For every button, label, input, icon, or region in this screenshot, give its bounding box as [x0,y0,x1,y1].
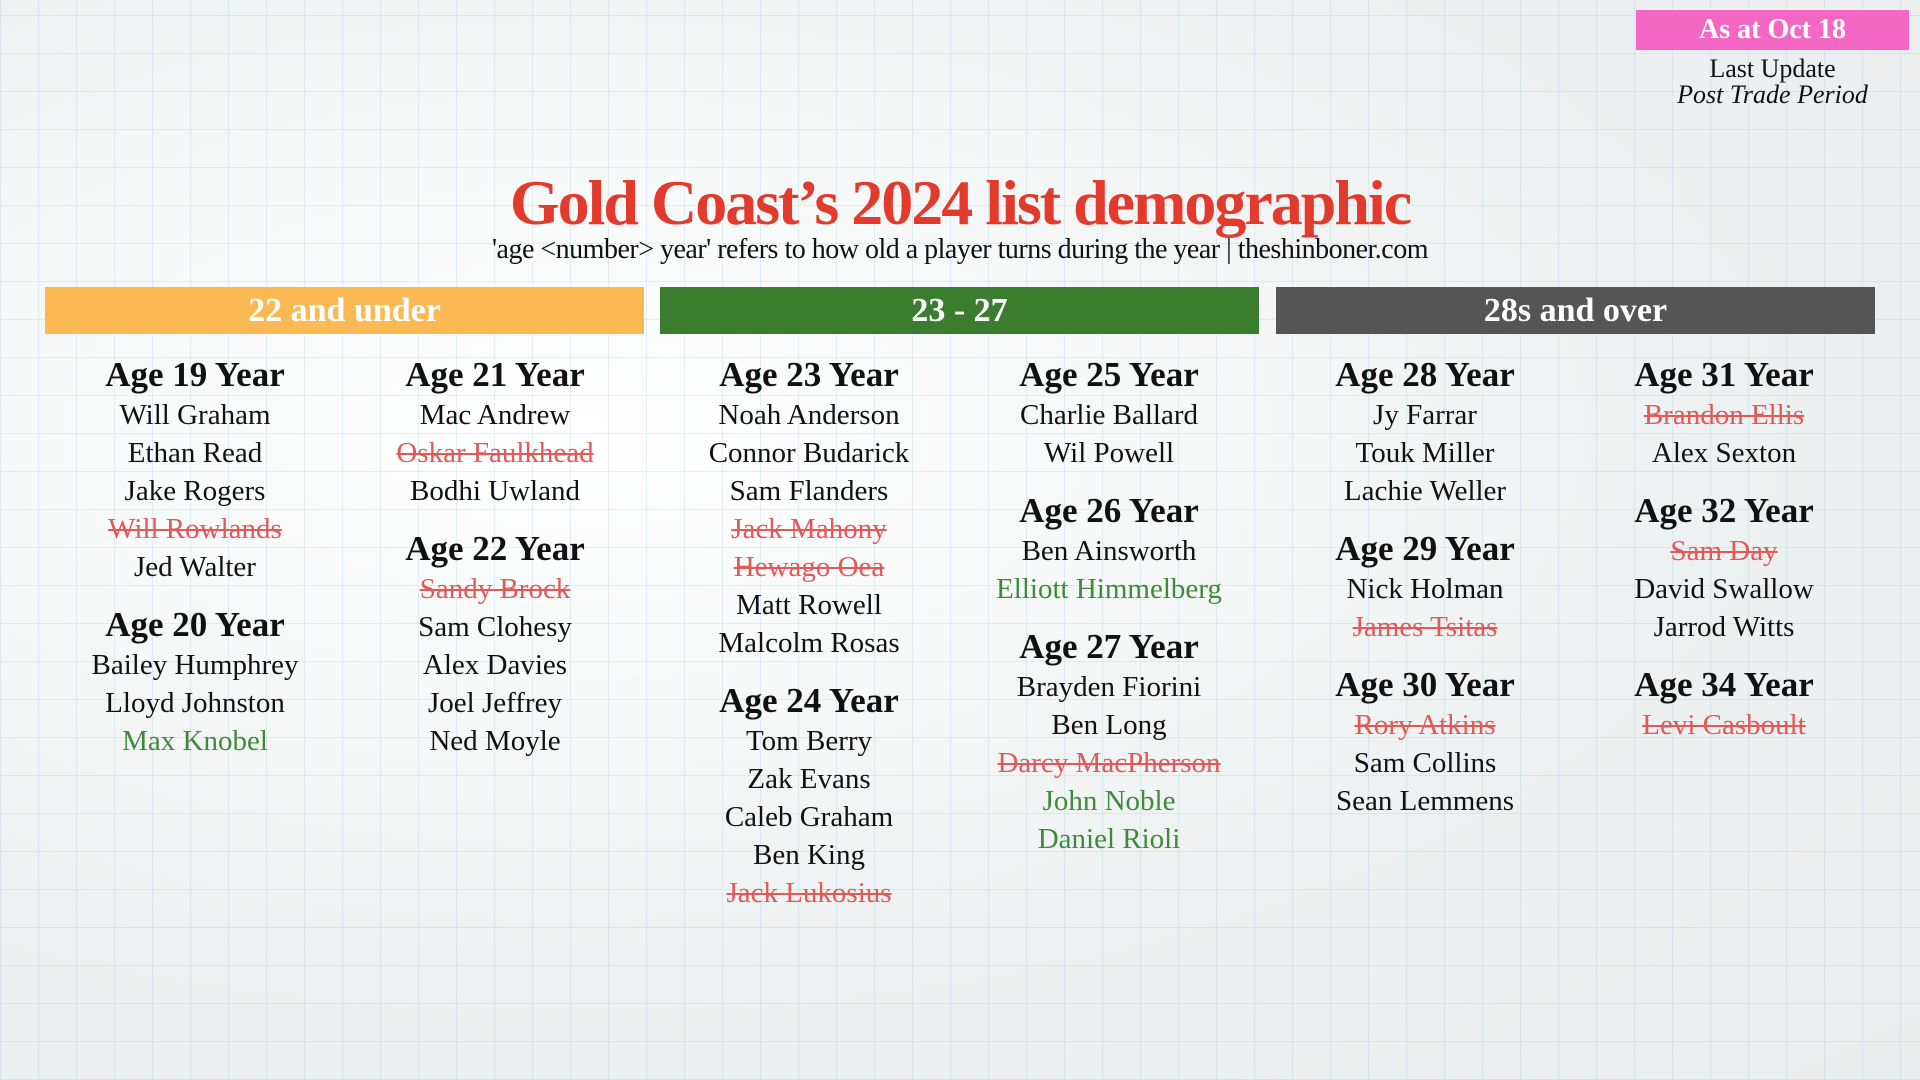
player-name: Sam Collins [1353,747,1497,779]
section-header-22-and-under: 22 and under [45,287,644,334]
player-name-new: John Noble [1042,785,1176,817]
player-name: Ned Moyle [429,725,561,757]
update-period: Post Trade Period [1677,80,1868,109]
age-group: Age 31 Year Brandon Ellis Alex Sexton [1574,354,1874,472]
age-group: Age 26 Year Ben Ainsworth Elliott Himmelbe… [959,490,1259,608]
age-group: Age 34 Year Levi Casboult [1574,664,1874,744]
player-name: Caleb Graham [724,801,894,833]
age-group: Age 20 Year Bailey Humphrey Lloyd Johnston… [45,604,345,760]
player-name: Sam Clohesy [418,611,572,643]
age-group-heading: Age 22 Year [405,529,585,568]
as-at-date-badge: As at Oct 18 [1636,10,1909,50]
player-name: Mac Andrew [419,399,571,431]
age-group-heading: Age 21 Year [405,355,585,394]
player-name-departed: Jack Lukosius [726,877,892,909]
player-name: Connor Budarick [708,437,910,469]
player-name: Matt Rowell [736,589,882,621]
player-name: Ethan Read [127,437,263,469]
last-update-label: Last Update [1709,54,1836,83]
player-name-departed: James Tsitas [1352,611,1498,643]
player-name: Nick Holman [1346,573,1504,605]
age-group-heading: Age 29 Year [1335,529,1515,568]
age-column: Age 21 Year Mac Andrew Oskar Faulkhead Bodh… [345,354,645,778]
player-name: Alex Davies [422,649,568,681]
player-name: Zak Evans [747,763,871,795]
age-group: Age 24 Year Tom Berry Zak Evans Caleb Graha… [659,680,959,912]
player-name-departed: Darcy MacPherson [997,747,1221,779]
age-group-heading: Age 25 Year [1019,355,1199,394]
age-group-heading: Age 23 Year [719,355,899,394]
player-name: Charlie Ballard [1020,399,1198,431]
player-name: Jake Rogers [124,475,266,507]
player-name: Jy Farrar [1373,399,1477,431]
age-group: Age 32 Year Sam Day David Swallow Jarrod Wi… [1574,490,1874,646]
age-group-heading: Age 28 Year [1335,355,1515,394]
page-title: Gold Coast’s 2024 list demographic [509,167,1412,238]
age-column: Age 19 Year Will Graham Ethan Read Jake Rog… [45,354,345,778]
player-name: Lachie Weller [1343,475,1507,507]
player-name: Lloyd Johnston [105,687,285,719]
player-name-new: Daniel Rioli [1037,823,1181,855]
player-name: Ben Long [1051,709,1167,741]
player-name-departed: Jack Mahony [731,513,887,545]
age-group-heading: Age 20 Year [105,605,285,644]
player-name-departed: Hewago Oea [733,551,885,583]
age-column: Age 25 Year Charlie Ballard Wil Powell Age … [959,354,1259,876]
player-name-departed: Sandy Brock [419,573,571,605]
player-name: Brayden Fiorini [1016,671,1202,703]
age-group-heading: Age 32 Year [1634,491,1814,530]
player-name: David Swallow [1634,573,1814,605]
section-header-23-27: 23 - 27 [660,287,1259,334]
player-name: Bodhi Uwland [410,475,580,507]
player-name: Ben King [753,839,865,871]
age-group: Age 28 Year Jy Farrar Touk Miller Lachie We… [1275,354,1575,510]
player-name: Joel Jeffrey [428,687,562,719]
player-name-departed: Sam Day [1670,535,1778,567]
player-name-departed: Oskar Faulkhead [396,437,594,469]
age-group-heading: Age 26 Year [1019,491,1199,530]
player-name: Noah Anderson [718,399,900,431]
player-name-departed: Brandon Ellis [1643,399,1805,431]
player-name-departed: Will Rowlands [108,513,282,545]
age-group: Age 27 Year Brayden Fiorini Ben Long Darcy … [959,626,1259,858]
age-column: Age 31 Year Brandon Ellis Alex Sexton Age 3… [1574,354,1874,762]
player-name: Malcolm Rosas [718,627,900,659]
age-group-heading: Age 31 Year [1634,355,1814,394]
age-group-heading: Age 24 Year [719,681,899,720]
age-group: Age 19 Year Will Graham Ethan Read Jake Rog… [45,354,345,586]
age-group-heading: Age 19 Year [105,355,285,394]
age-group: Age 22 Year Sandy Brock Sam Clohesy Alex Da… [345,528,645,760]
player-name-departed: Levi Casboult [1642,709,1806,741]
player-name: Tom Berry [745,725,873,757]
age-column: Age 23 Year Noah Anderson Connor Budarick S… [659,354,959,930]
age-group: Age 23 Year Noah Anderson Connor Budarick S… [659,354,959,662]
player-name: Sam Flanders [729,475,889,507]
player-name: Bailey Humphrey [91,649,299,681]
section-header-28-and-over: 28s and over [1276,287,1875,334]
player-name: Wil Powell [1043,437,1175,469]
player-name: Touk Miller [1355,437,1495,469]
age-group-heading: Age 30 Year [1335,665,1515,704]
player-name: Sean Lemmens [1336,785,1514,817]
player-name: Jed Walter [134,551,256,583]
age-group-heading: Age 34 Year [1634,665,1814,704]
age-group: Age 21 Year Mac Andrew Oskar Faulkhead Bodh… [345,354,645,510]
player-name: Alex Sexton [1651,437,1797,469]
player-name-new: Elliott Himmelberg [996,573,1222,605]
player-name: Ben Ainsworth [1021,535,1197,567]
player-name-new: Max Knobel [122,725,268,757]
player-name: Will Graham [119,399,271,431]
age-group: Age 30 Year Rory Atkins Sam Collins Sean Le… [1275,664,1575,820]
age-group: Age 29 Year Nick Holman James Tsitas [1275,528,1575,646]
page-subtitle: 'age <number> year' refers to how old a … [491,234,1429,265]
age-group-heading: Age 27 Year [1019,627,1199,666]
age-group: Age 25 Year Charlie Ballard Wil Powell [959,354,1259,472]
player-name: Jarrod Witts [1653,611,1795,643]
age-column: Age 28 Year Jy Farrar Touk Miller Lachie We… [1275,354,1575,838]
player-name-departed: Rory Atkins [1354,709,1496,741]
